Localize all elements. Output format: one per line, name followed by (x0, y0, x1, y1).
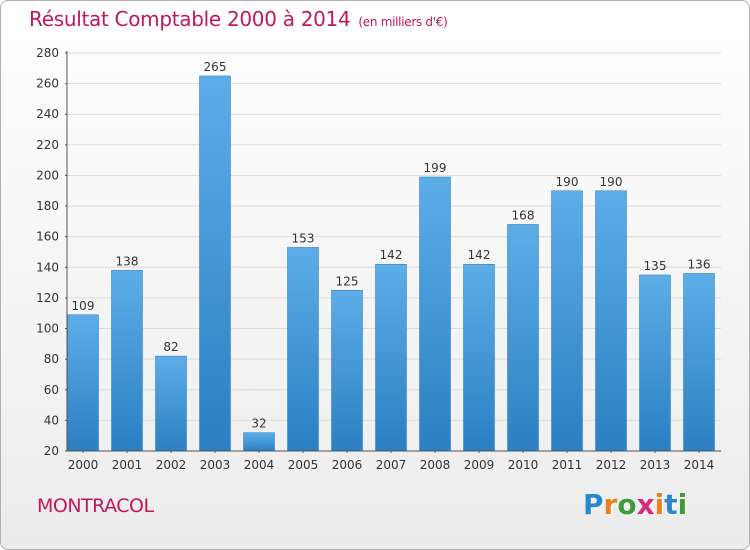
y-tick-label-200: 200 (36, 168, 59, 182)
x-tick-label-2011: 2011 (552, 458, 583, 472)
x-tick-label-2013: 2013 (640, 458, 671, 472)
logo-letter: i (654, 488, 665, 521)
x-tick-label-2009: 2009 (464, 458, 495, 472)
bar-2010 (507, 224, 539, 452)
data-label-2012: 190 (600, 175, 623, 189)
bar-2013 (639, 274, 671, 452)
bar-2008 (419, 176, 451, 452)
logo-letter: t (664, 488, 678, 521)
logo-letter: o (617, 488, 637, 521)
bar-2000 (67, 314, 99, 452)
commune-name: MONTRACOL (37, 495, 154, 517)
bar-2004 (243, 432, 275, 452)
x-tick-label-2008: 2008 (420, 458, 451, 472)
chart-subtitle: (en milliers d'€) (358, 15, 448, 29)
y-tick-label-80: 80 (44, 352, 59, 366)
bar-2011 (551, 190, 583, 452)
x-tick-label-2007: 2007 (376, 458, 407, 472)
proxiti-logo[interactable]: Proxiti (583, 488, 687, 521)
x-tick-label-2004: 2004 (244, 458, 275, 472)
data-label-2010: 168 (512, 208, 535, 222)
logo-letter: P (583, 488, 604, 521)
data-label-2014: 136 (688, 257, 711, 271)
y-tick-label-120: 120 (36, 291, 59, 305)
bar-2003 (199, 75, 231, 452)
data-label-2009: 142 (468, 248, 491, 262)
bar-2012 (595, 190, 627, 452)
data-label-2001: 138 (116, 254, 139, 268)
bar-2002 (155, 355, 187, 452)
bar-2005 (287, 247, 319, 452)
data-label-2004: 32 (251, 417, 266, 431)
x-tick-label-2012: 2012 (596, 458, 627, 472)
bar-2007 (375, 263, 407, 452)
data-label-2008: 199 (424, 161, 447, 175)
x-tick-label-2010: 2010 (508, 458, 539, 472)
y-tick-label-40: 40 (44, 413, 59, 427)
data-label-2011: 190 (556, 175, 579, 189)
y-tick-label-140: 140 (36, 260, 59, 274)
y-tick-label-220: 220 (36, 138, 59, 152)
y-tick-label-60: 60 (44, 383, 59, 397)
bar-chart: 109 138 82 265 32 153 125 142 199 142 168 190 190 135… (65, 51, 721, 453)
bar-2006 (331, 290, 363, 452)
data-label-2005: 153 (292, 231, 315, 245)
chart-title-text: Résultat Comptable 2000 à 2014 (29, 7, 351, 31)
logo-letter: x (636, 488, 655, 521)
logo-letter: i (677, 488, 688, 521)
y-tick-label-240: 240 (36, 107, 59, 121)
x-tick-label-2005: 2005 (288, 458, 319, 472)
y-tick-label-280: 280 (36, 46, 59, 60)
x-tick-label-2001: 2001 (112, 458, 143, 472)
data-label-2000: 109 (72, 299, 95, 313)
y-tick-label-180: 180 (36, 199, 59, 213)
x-tick-label-2002: 2002 (156, 458, 187, 472)
x-tick-label-2014: 2014 (684, 458, 715, 472)
y-tick-label-160: 160 (36, 230, 59, 244)
y-tick-label-100: 100 (36, 322, 59, 336)
data-label-2003: 265 (204, 60, 227, 74)
y-tick-label-260: 260 (36, 77, 59, 91)
x-tick-label-2006: 2006 (332, 458, 363, 472)
data-label-2006: 125 (336, 274, 359, 288)
chart-title: Résultat Comptable 2000 à 2014 (en millie… (29, 7, 448, 31)
y-tick-label-20: 20 (44, 444, 59, 458)
logo-letter: r (603, 488, 618, 521)
data-label-2002: 82 (163, 340, 178, 354)
data-label-2013: 135 (644, 259, 667, 273)
data-label-2007: 142 (380, 248, 403, 262)
x-tick-label-2003: 2003 (200, 458, 231, 472)
bar-2014 (683, 273, 715, 452)
bar-2001 (111, 270, 143, 452)
bar-2009 (463, 263, 495, 452)
x-tick-label-2000: 2000 (68, 458, 99, 472)
